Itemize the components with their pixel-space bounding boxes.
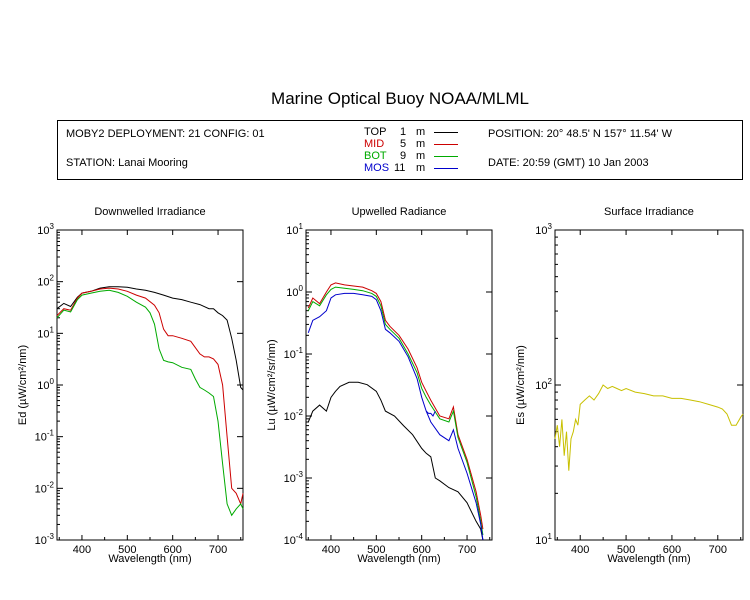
- legend-mos-name: MOS: [364, 162, 390, 174]
- chart2-series-bot: [307, 286, 484, 536]
- chart1-ytick-label-3: 100: [37, 377, 54, 392]
- legend-top-name: TOP: [364, 126, 387, 138]
- page-title: Marine Optical Buoy NOAA/MLML: [271, 89, 529, 108]
- chart3-series-line-0: [554, 384, 744, 471]
- chart2-xtick-label-500: 500: [367, 544, 385, 556]
- chart3-frame: [554, 229, 744, 541]
- legend-top-depth: 1: [400, 126, 407, 138]
- chart3-ytick-label-0: 103: [535, 222, 552, 237]
- chart2-series-top: [307, 381, 484, 541]
- chart2-ylabel: Lu (µW/cm²/sr/nm): [266, 339, 278, 430]
- chart2-ytick-label-5: 10-4: [284, 532, 304, 547]
- legend-bot-unit: m: [416, 150, 426, 162]
- legend-top-line: [434, 132, 458, 133]
- chart2-series-mid: [307, 282, 484, 530]
- chart3-xtick-label-700: 700: [709, 544, 727, 556]
- chart3-ylabel: Es (µW/cm²/nm): [515, 345, 527, 425]
- date-text: DATE: 20:59 (GMT) 10 Jan 2003: [488, 157, 649, 169]
- legend-mid-name: MID: [364, 138, 385, 150]
- legend-top-unit: m: [416, 126, 426, 138]
- chart1-series-mid: [56, 287, 244, 506]
- chart1-xtick-label-500: 500: [118, 544, 136, 556]
- legend-bot-line: [434, 156, 458, 157]
- chart1-ytick-label-0: 103: [37, 222, 54, 237]
- chart3-xlabel: Wavelength (nm): [607, 553, 690, 565]
- legend-bot-name: BOT: [364, 150, 387, 162]
- chart1-ytick-label-6: 10-3: [35, 532, 55, 547]
- chart2-ytick-label-2: 10-1: [284, 346, 304, 361]
- chart2-xtick-label-400: 400: [322, 544, 340, 556]
- chart3-title: Surface Irradiance: [604, 206, 694, 218]
- chart1-xtick-label-600: 600: [164, 544, 182, 556]
- chart2-ytick-label-1: 100: [286, 284, 303, 299]
- legend-mid-depth: 5: [400, 138, 407, 150]
- chart2-xlabel: Wavelength (nm): [357, 553, 440, 565]
- chart2-xtick-label-600: 600: [413, 544, 431, 556]
- legend-mid-line: [434, 144, 458, 145]
- chart1-ytick-label-4: 10-1: [35, 429, 55, 444]
- chart2-ytick-label-3: 10-2: [284, 408, 304, 423]
- chart1-ytick-label-1: 102: [37, 274, 54, 289]
- deployment-text: MOBY2 DEPLOYMENT: 21 CONFIG: 01: [66, 128, 265, 140]
- position-text: POSITION: 20° 48.5' N 157° 11.54' W: [488, 128, 672, 140]
- chart3-ytick-label-1: 102: [535, 377, 552, 392]
- chart2-frame: [305, 229, 493, 541]
- legend-mid-unit: m: [416, 138, 426, 150]
- chart1-xtick-label-400: 400: [73, 544, 91, 556]
- legend-mos-depth: 11: [394, 162, 406, 174]
- chart1-xtick-label-700: 700: [209, 544, 227, 556]
- chart3-ytick-label-2: 101: [535, 532, 552, 547]
- info-box: MOBY2 DEPLOYMENT: 21 CONFIG: 01 STATION:…: [57, 120, 743, 180]
- chart3-xtick-label-500: 500: [617, 544, 635, 556]
- chart1-xlabel: Wavelength (nm): [108, 553, 191, 565]
- chart3-xtick-label-600: 600: [663, 544, 681, 556]
- legend-mos-unit: m: [416, 162, 426, 174]
- chart1-title: Downwelled Irradiance: [94, 206, 205, 218]
- chart3-xtick-label-400: 400: [571, 544, 589, 556]
- legend-mos-line: [434, 168, 458, 169]
- legend-bot-depth: 9: [400, 150, 407, 162]
- chart1-series-bot: [56, 289, 244, 517]
- chart2-series-line-4: [425, 410, 436, 417]
- chart2-ytick-label-0: 101: [286, 222, 303, 237]
- chart2-ytick-label-4: 10-3: [284, 470, 304, 485]
- station-text: STATION: Lanai Mooring: [66, 157, 188, 169]
- chart2-xtick-label-700: 700: [458, 544, 476, 556]
- chart1-ytick-label-5: 10-2: [35, 480, 55, 495]
- chart2-series-mos: [307, 292, 484, 541]
- chart1-ytick-label-2: 101: [37, 325, 54, 340]
- chart1-frame: [56, 229, 244, 541]
- chart1-ylabel: Ed (µW/cm²/nm): [17, 345, 29, 425]
- chart2-title: Upwelled Radiance: [352, 206, 447, 218]
